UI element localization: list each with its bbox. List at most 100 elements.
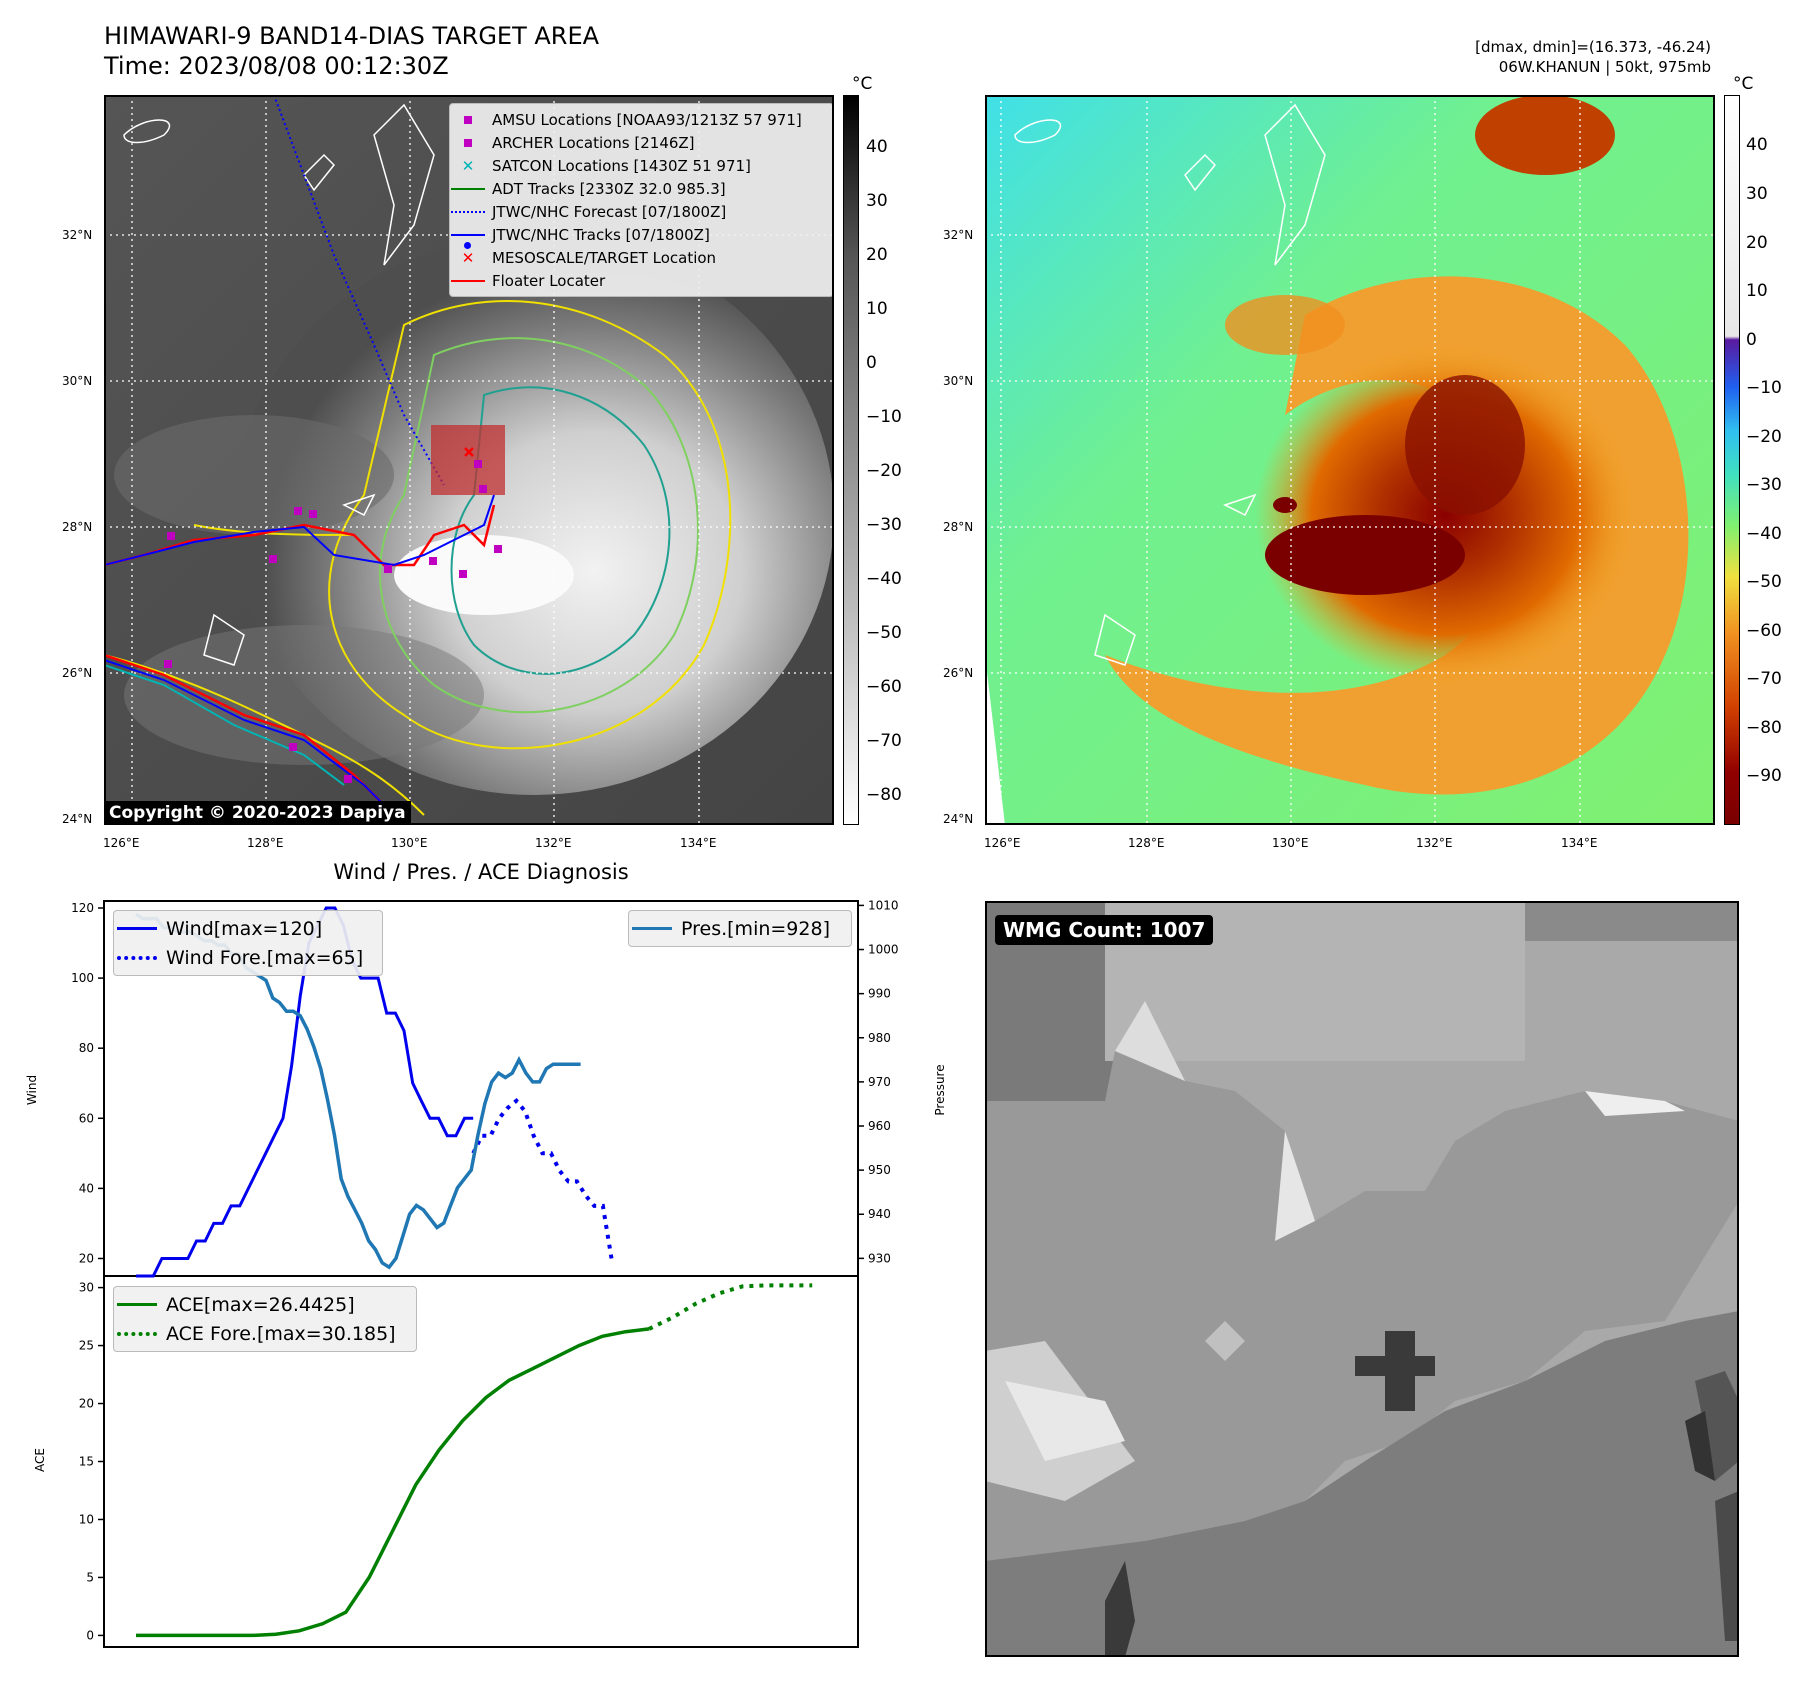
ace-axis-label: ACE	[33, 1448, 47, 1472]
tick-label: 960	[868, 1119, 891, 1133]
colorbar-tick: 40	[1746, 135, 1768, 155]
colorbar-unit: °C	[852, 74, 873, 94]
dias-map-panel	[985, 95, 1715, 825]
colorbar-tick: 20	[1746, 233, 1768, 253]
colorbar-tick: −80	[866, 785, 902, 805]
copyright-label: Copyright © 2020-2023 Dapiya	[104, 801, 411, 825]
lon-label: 128°E	[1128, 836, 1165, 850]
tick-label: 40	[79, 1181, 94, 1195]
colorbar-tick: −20	[866, 461, 902, 481]
tick-label: 990	[868, 987, 891, 1001]
colorbar-tick: −10	[1746, 378, 1782, 398]
lon-label: 132°E	[535, 836, 572, 850]
lon-label: 128°E	[247, 836, 284, 850]
tick-label: 100	[71, 971, 94, 985]
lon-label: 126°E	[103, 836, 140, 850]
wind-legend: Wind[max=120] Wind Fore.[max=65]	[113, 910, 383, 976]
tick-label: 940	[868, 1207, 891, 1221]
tick-label: 80	[79, 1041, 94, 1055]
colorbar-tick: −80	[1746, 718, 1782, 738]
lon-label: 134°E	[1561, 836, 1598, 850]
lat-label: 32°N	[62, 228, 93, 242]
colorbar-tick: −30	[1746, 475, 1782, 495]
colorbar-tick: 10	[1746, 281, 1768, 301]
tick-label: 930	[868, 1251, 891, 1265]
colorbar-tick: 0	[866, 353, 877, 373]
tick-label: 0	[86, 1628, 94, 1642]
ir-map-panel: AMSU Locations [NOAA93/1213Z 57 971] ARC…	[103, 94, 834, 826]
pressure-axis-label: Pressure	[933, 1064, 947, 1115]
legend-item-wind-forecast: Wind Fore.[max=65]	[114, 943, 382, 972]
colorbar-tick: −60	[1746, 621, 1782, 641]
tick-label: 1010	[868, 898, 899, 912]
legend-item-satcon: ✕ SATCON Locations [1430Z 51 971]	[461, 156, 751, 175]
wind-axis-label: Wind	[25, 1075, 39, 1105]
legend-item-ace: ACE[max=26.4425]	[114, 1290, 416, 1319]
colorbar-tick: −40	[1746, 524, 1782, 544]
lat-label: 26°N	[943, 666, 974, 680]
legend-item-adt: ADT Tracks [2330Z 32.0 985.3]	[450, 177, 833, 200]
ace-series-line	[136, 1327, 650, 1638]
lat-label: 24°N	[62, 812, 93, 826]
lat-label: 24°N	[943, 812, 974, 826]
legend-item-wind: Wind[max=120]	[114, 914, 382, 943]
dmax-dmin-label: [dmax, dmin]=(16.373, -46.24)	[1475, 38, 1711, 56]
tick-label: 5	[86, 1570, 94, 1584]
dias-colorbar	[1724, 95, 1740, 825]
tick-label: 25	[79, 1339, 94, 1353]
tick-label: 30	[79, 1281, 94, 1295]
target-box	[431, 425, 505, 495]
legend-item-jtwc-tracks: JTWC/NHC Tracks [07/1800Z]	[450, 223, 833, 249]
figure-title: HIMAWARI-9 BAND14-DIAS TARGET AREA	[104, 22, 600, 50]
pressure-legend: Pres.[min=928]	[628, 910, 852, 947]
colorbar-tick: −90	[1746, 766, 1782, 786]
tick-label: 1000	[868, 943, 899, 957]
colorbar-tick: 40	[866, 137, 888, 157]
tick-label: 980	[868, 1031, 891, 1045]
figure-time: Time: 2023/08/08 00:12:30Z	[104, 52, 449, 80]
ir-colorbar	[843, 95, 859, 825]
colorbar-tick: −10	[866, 407, 902, 427]
tick-label: 20	[79, 1251, 94, 1265]
colorbar-tick: 30	[1746, 184, 1768, 204]
colorbar-tick: −60	[866, 677, 902, 697]
colorbar-tick: 20	[866, 245, 888, 265]
colorbar-tick: −50	[1746, 572, 1782, 592]
lat-label: 28°N	[62, 520, 93, 534]
dias-map-frame	[985, 95, 1715, 825]
lon-label: 130°E	[1272, 836, 1309, 850]
map-legend: AMSU Locations [NOAA93/1213Z 57 971] ARC…	[449, 103, 834, 297]
ir-colorbar-ticks: 40 30 20 10 0 −10 −20 −30 −40 −50 −60 −7…	[866, 95, 926, 825]
wmg-count-label: WMG Count: 1007	[995, 915, 1214, 945]
colorbar-unit: °C	[1733, 74, 1754, 94]
legend-item-target: ✕ MESOSCALE/TARGET Location	[461, 248, 717, 267]
tick-label: 10	[79, 1512, 94, 1526]
ace-legend: ACE[max=26.4425] ACE Fore.[max=30.185]	[113, 1286, 417, 1352]
tick-label: 20	[79, 1397, 94, 1411]
wmg-image	[985, 901, 1739, 1657]
colorbar-tick: −20	[1746, 427, 1782, 447]
lat-label: 30°N	[62, 374, 93, 388]
colorbar-tick: −40	[866, 569, 902, 589]
lat-label: 32°N	[943, 228, 974, 242]
lon-label: 130°E	[391, 836, 428, 850]
tick-label: 60	[79, 1111, 94, 1125]
colorbar-tick: −70	[1746, 669, 1782, 689]
legend-item-pressure: Pres.[min=928]	[629, 914, 851, 943]
legend-item-amsu: AMSU Locations [NOAA93/1213Z 57 971]	[450, 108, 833, 131]
lon-label: 132°E	[1416, 836, 1453, 850]
tick-label: 950	[868, 1163, 891, 1177]
tick-label: 120	[71, 901, 94, 915]
colorbar-tick: 0	[1746, 330, 1757, 350]
dias-colorbar-ticks: 40 30 20 10 0 −10 −20 −30 −40 −50 −60 −7…	[1746, 95, 1796, 825]
ir-map-frame	[104, 95, 834, 825]
colorbar-tick: −50	[866, 623, 902, 643]
diag-title: Wind / Pres. / ACE Diagnosis	[333, 860, 629, 884]
legend-item-jtwc-forecast: JTWC/NHC Forecast [07/1800Z]	[450, 200, 833, 223]
lat-label: 30°N	[943, 374, 974, 388]
tick-label: 970	[868, 1075, 891, 1089]
lat-label: 26°N	[62, 666, 93, 680]
legend-item-ace-forecast: ACE Fore.[max=30.185]	[114, 1319, 416, 1348]
legend-item-floater: Floater Locater	[450, 269, 833, 292]
